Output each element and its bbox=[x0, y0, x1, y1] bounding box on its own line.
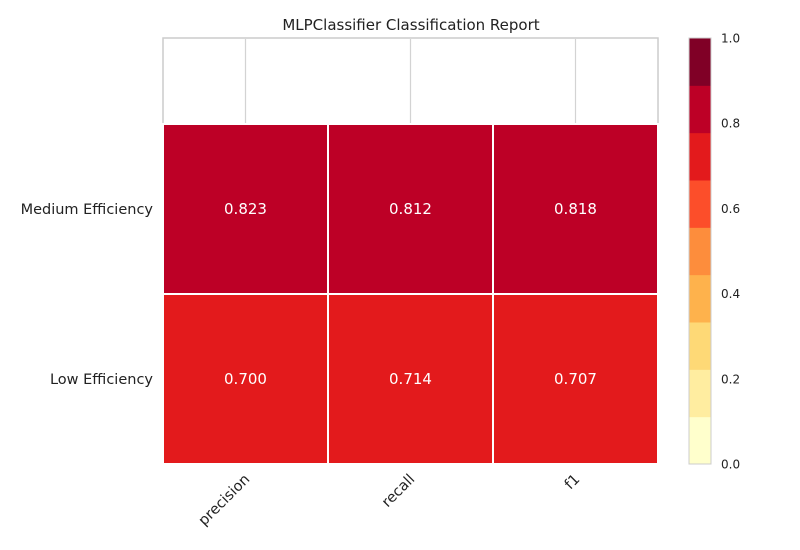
colorbar-tick-labels: 0.0 0.2 0.4 0.6 0.8 1.0 bbox=[721, 32, 740, 472]
heatmap-cell bbox=[327, 123, 494, 295]
colorbar-band bbox=[689, 369, 711, 418]
x-tick-label: precision bbox=[196, 472, 254, 530]
colorbar-tick-label: 1.0 bbox=[721, 32, 740, 46]
chart-title: MLPClassifier Classification Report bbox=[282, 16, 539, 34]
colorbar-band bbox=[689, 274, 711, 323]
cell-value-label: 0.823 bbox=[224, 200, 267, 218]
cell-value-label: 0.812 bbox=[389, 200, 432, 218]
colorbar-band bbox=[689, 38, 711, 86]
y-tick-labels: Medium Efficiency Low Efficiency bbox=[21, 202, 154, 388]
colorbar: 0.0 0.2 0.4 0.6 0.8 1.0 bbox=[688, 32, 740, 472]
colorbar-tick-label: 0.2 bbox=[721, 372, 740, 386]
heatmap-cell bbox=[162, 123, 329, 295]
colorbar-band bbox=[689, 132, 711, 181]
colorbar-tick-label: 0.0 bbox=[721, 458, 740, 472]
cell-value-label: 0.818 bbox=[554, 200, 597, 218]
colorbar-tick-label: 0.8 bbox=[721, 117, 740, 131]
x-tick-label: f1 bbox=[562, 472, 583, 493]
colorbar-frame bbox=[688, 37, 712, 465]
colorbar-band bbox=[689, 180, 711, 228]
y-tick-label: Medium Efficiency bbox=[21, 202, 154, 218]
heatmap-cell bbox=[162, 293, 329, 465]
heatmap-cell bbox=[327, 293, 494, 465]
heatmap-cell bbox=[492, 293, 659, 465]
colorbar-tick-label: 0.6 bbox=[721, 202, 740, 216]
plot-area: 0.823 0.812 0.818 0.700 0.714 0.707 bbox=[162, 37, 659, 465]
colorbar-band bbox=[689, 85, 711, 134]
colorbar-band bbox=[689, 416, 711, 465]
colorbar-bands bbox=[689, 38, 711, 465]
colorbar-band bbox=[689, 322, 711, 370]
x-tick-label: recall bbox=[379, 472, 418, 511]
x-tick-labels: precision recall f1 bbox=[196, 472, 584, 530]
colorbar-band bbox=[689, 227, 711, 276]
cell-value-label: 0.707 bbox=[554, 370, 597, 388]
cell-value-label: 0.714 bbox=[389, 370, 432, 388]
grid-lines bbox=[244, 39, 577, 124]
y-tick-label: Low Efficiency bbox=[50, 372, 153, 388]
colorbar-tick-label: 0.4 bbox=[721, 287, 740, 301]
cell-value-label: 0.700 bbox=[224, 370, 267, 388]
heatmap-cells: 0.823 0.812 0.818 0.700 0.714 0.707 bbox=[162, 123, 659, 465]
